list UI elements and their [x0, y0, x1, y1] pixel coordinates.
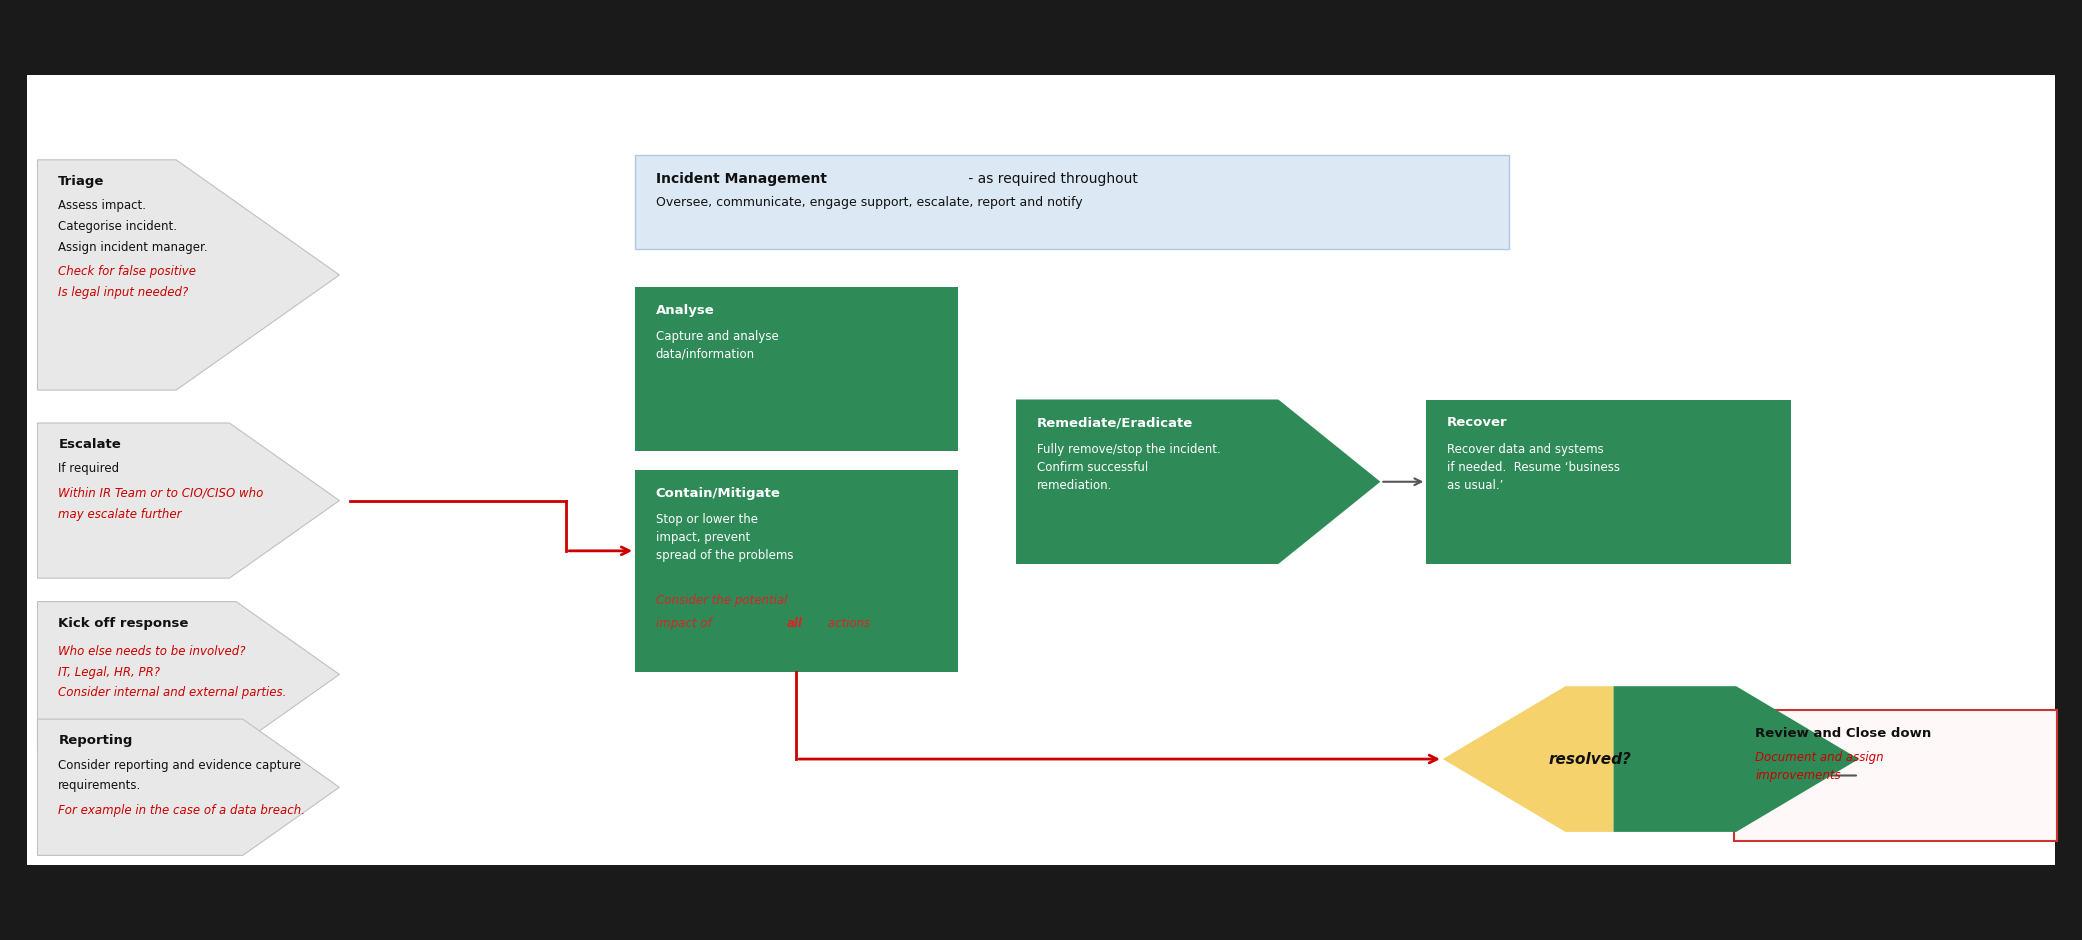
Text: Fully remove/stop the incident.
Confirm successful
remediation.: Fully remove/stop the incident. Confirm …	[1037, 443, 1220, 492]
Text: If required: If required	[58, 462, 119, 476]
Text: Remediate/Eradicate: Remediate/Eradicate	[1037, 416, 1193, 430]
Bar	[635, 470, 958, 672]
Text: Within IR Team or to CIO/CISO who: Within IR Team or to CIO/CISO who	[58, 487, 264, 500]
Text: IT, Legal, HR, PR?: IT, Legal, HR, PR?	[58, 666, 160, 679]
Text: Triage: Triage	[58, 175, 104, 188]
Text: Contain/Mitigate: Contain/Mitigate	[656, 487, 781, 500]
Text: Recover data and systems
if needed.  Resume ‘business
as usual.’: Recover data and systems if needed. Resu…	[1447, 443, 1620, 492]
Text: Oversee, communicate, engage support, escalate, report and notify: Oversee, communicate, engage support, es…	[656, 196, 1083, 210]
Text: Recover: Recover	[1447, 416, 1507, 430]
Text: Analyse: Analyse	[656, 304, 714, 317]
Text: Capture and analyse
data/information: Capture and analyse data/information	[656, 330, 779, 361]
Bar	[635, 155, 1509, 249]
Text: Stop or lower the
impact, prevent
spread of the problems: Stop or lower the impact, prevent spread…	[656, 513, 793, 562]
Text: - as required throughout: - as required throughout	[964, 172, 1139, 186]
Text: resolved?: resolved?	[1549, 752, 1630, 766]
Text: Check for false positive: Check for false positive	[58, 265, 196, 278]
Text: Categorise incident.: Categorise incident.	[58, 220, 177, 233]
Text: all: all	[787, 617, 804, 630]
Text: Consider internal and external parties.: Consider internal and external parties.	[58, 686, 287, 699]
Text: Document and assign
improvements: Document and assign improvements	[1755, 751, 1884, 782]
Bar	[1734, 710, 2057, 841]
Bar	[1426, 400, 1791, 564]
Text: Escalate: Escalate	[58, 438, 121, 451]
Text: Assign incident manager.: Assign incident manager.	[58, 241, 208, 254]
Text: Reporting: Reporting	[58, 734, 133, 747]
Text: Assess impact.: Assess impact.	[58, 199, 146, 212]
Text: Review and Close down: Review and Close down	[1755, 727, 1932, 740]
Polygon shape	[1016, 400, 1380, 564]
Text: actions: actions	[824, 617, 870, 630]
Polygon shape	[37, 423, 339, 578]
Text: requirements.: requirements.	[58, 779, 142, 792]
Polygon shape	[37, 160, 339, 390]
Polygon shape	[37, 602, 339, 747]
Text: For example in the case of a data breach.: For example in the case of a data breach…	[58, 804, 306, 817]
Polygon shape	[1443, 686, 1614, 832]
Polygon shape	[37, 719, 339, 855]
Text: Incident Management: Incident Management	[656, 172, 827, 186]
Text: Kick off response: Kick off response	[58, 617, 189, 630]
Bar	[27, 75, 2055, 865]
Text: Consider reporting and evidence capture: Consider reporting and evidence capture	[58, 759, 302, 772]
Text: Who else needs to be involved?: Who else needs to be involved?	[58, 645, 246, 658]
Polygon shape	[1614, 686, 1859, 832]
Text: Is legal input needed?: Is legal input needed?	[58, 286, 189, 299]
Bar	[635, 287, 958, 451]
Text: may escalate further: may escalate further	[58, 508, 181, 521]
Text: Consider the potential: Consider the potential	[656, 594, 787, 607]
Text: impact of: impact of	[656, 617, 716, 630]
